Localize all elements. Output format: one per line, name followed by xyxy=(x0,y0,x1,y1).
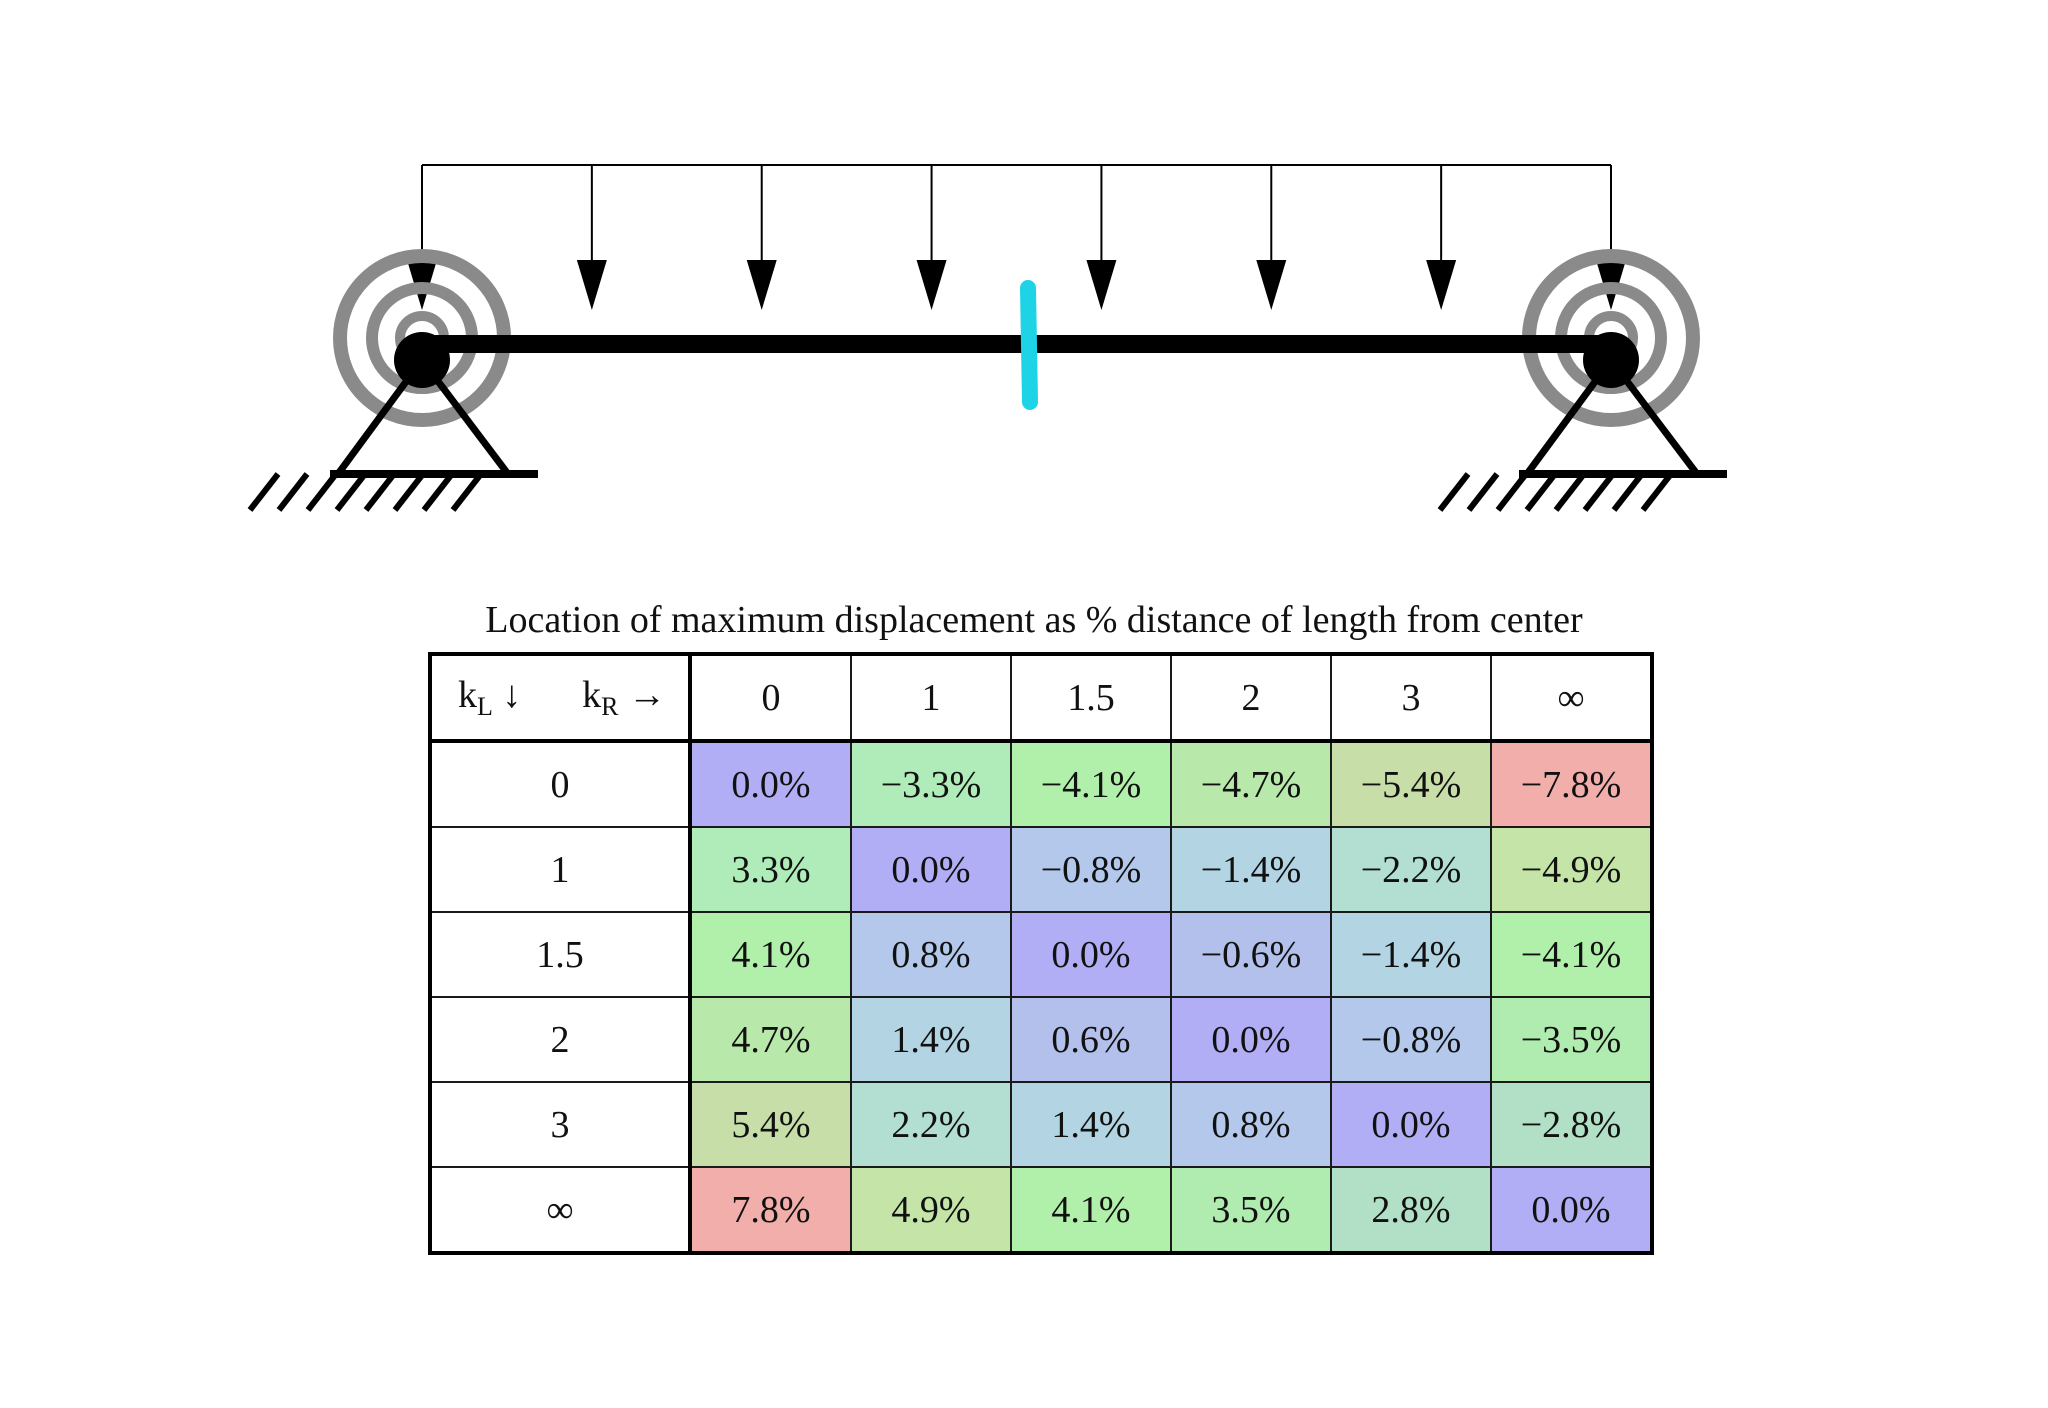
value-cell: 0.0% xyxy=(1170,996,1332,1083)
value-cell: 0.8% xyxy=(1170,1081,1332,1168)
table-row: 1 3.3% 0.0% −0.8% −1.4% −2.2% −4.9% xyxy=(429,826,1653,913)
table-row: 1.5 4.1% 0.8% 0.0% −0.6% −1.4% −4.1% xyxy=(429,911,1653,998)
row-header: ∞ xyxy=(429,1166,692,1254)
value-cell: 3.5% xyxy=(1170,1166,1332,1254)
value-cell: −4.9% xyxy=(1490,826,1653,913)
table-row: 2 4.7% 1.4% 0.6% 0.0% −0.8% −3.5% xyxy=(429,996,1653,1083)
ground-hatch xyxy=(1611,472,1645,512)
value-cell: −7.8% xyxy=(1490,740,1653,828)
column-header: 1 xyxy=(850,653,1012,743)
value-cell: 0.0% xyxy=(1330,1081,1492,1168)
table-caption: Location of maximum displacement as % di… xyxy=(485,599,1583,641)
ground-hatch xyxy=(276,472,310,512)
beam-diagram xyxy=(247,164,1727,512)
ground-hatch xyxy=(334,472,368,512)
load-arrow-head xyxy=(576,260,607,310)
row-header: 2 xyxy=(429,996,692,1083)
table-row: 0 0.0% −3.3% −4.1% −4.7% −5.4% −7.8% xyxy=(429,740,1653,828)
value-cell: 1.4% xyxy=(1010,1081,1172,1168)
value-cell: 4.9% xyxy=(850,1166,1012,1254)
value-cell: 0.6% xyxy=(1010,996,1172,1083)
value-cell: 5.4% xyxy=(689,1081,852,1168)
column-header: 1.5 xyxy=(1010,653,1172,743)
ground-hatch xyxy=(363,472,397,512)
ground-hatch xyxy=(1640,472,1674,512)
value-cell: 7.8% xyxy=(689,1166,852,1254)
value-cell: −1.4% xyxy=(1170,826,1332,913)
load-arrow-head xyxy=(1256,260,1287,310)
ground-hatch xyxy=(392,472,426,512)
ground-hatch xyxy=(421,472,455,512)
row-header: 1 xyxy=(429,826,692,913)
ground-hatch xyxy=(1495,472,1529,512)
value-cell: 4.1% xyxy=(689,911,852,998)
value-cell: 4.7% xyxy=(689,996,852,1083)
value-cell: −3.3% xyxy=(850,740,1012,828)
value-cell: 1.4% xyxy=(850,996,1012,1083)
row-axis-label: kL ↓ xyxy=(458,674,522,721)
ground-hatch xyxy=(1553,472,1587,512)
value-cell: −5.4% xyxy=(1330,740,1492,828)
ground-hatch xyxy=(1524,472,1558,512)
table-row: ∞ 7.8% 4.9% 4.1% 3.5% 2.8% 0.0% xyxy=(429,1166,1653,1254)
load-arrow-head xyxy=(1426,260,1457,310)
left-pin-support xyxy=(247,332,538,512)
row-header: 1.5 xyxy=(429,911,692,998)
ground-hatch xyxy=(1582,472,1616,512)
midspan-marker xyxy=(1020,280,1038,410)
value-cell: −0.8% xyxy=(1010,826,1172,913)
value-cell: 0.0% xyxy=(1010,911,1172,998)
value-cell: 0.0% xyxy=(689,740,852,828)
load-arrow-head xyxy=(1086,260,1117,310)
value-cell: −0.6% xyxy=(1170,911,1332,998)
corner-cell: kL ↓ kR → xyxy=(429,653,692,743)
ground-hatch xyxy=(450,472,484,512)
value-cell: 0.0% xyxy=(1490,1166,1653,1254)
value-cell: 0.0% xyxy=(850,826,1012,913)
load-arrow-head xyxy=(746,260,777,310)
col-axis-label: kR → xyxy=(582,674,666,721)
value-cell: −0.8% xyxy=(1330,996,1492,1083)
header-row: kL ↓ kR → 0 1 1.5 2 3 ∞ xyxy=(429,653,1653,743)
value-cell: 2.8% xyxy=(1330,1166,1492,1254)
value-cell: −4.7% xyxy=(1170,740,1332,828)
load-arrow-head xyxy=(916,260,947,310)
ground-hatch xyxy=(1466,472,1500,512)
value-cell: −4.1% xyxy=(1010,740,1172,828)
value-cell: −3.5% xyxy=(1490,996,1653,1083)
ground-hatch xyxy=(305,472,339,512)
value-cell: 0.8% xyxy=(850,911,1012,998)
value-cell: −1.4% xyxy=(1330,911,1492,998)
column-header: 3 xyxy=(1330,653,1492,743)
column-header: ∞ xyxy=(1490,653,1653,743)
row-header: 3 xyxy=(429,1081,692,1168)
value-cell: −2.2% xyxy=(1330,826,1492,913)
column-header: 2 xyxy=(1170,653,1332,743)
table-row: 3 5.4% 2.2% 1.4% 0.8% 0.0% −2.8% xyxy=(429,1081,1653,1168)
displacement-table: kL ↓ kR → 0 1 1.5 2 3 ∞ 0 0.0% −3.3% −4.1% −4.7% −5.4… xyxy=(428,652,1654,1255)
value-cell: 2.2% xyxy=(850,1081,1012,1168)
value-cell: −4.1% xyxy=(1490,911,1653,998)
ground-hatch xyxy=(1437,472,1471,512)
value-cell: −2.8% xyxy=(1490,1081,1653,1168)
right-pin-support xyxy=(1437,332,1727,512)
ground-hatch xyxy=(247,472,281,512)
distributed-load-arrows xyxy=(407,165,1626,310)
value-cell: 3.3% xyxy=(689,826,852,913)
column-header: 0 xyxy=(689,653,852,743)
value-cell: 4.1% xyxy=(1010,1166,1172,1254)
row-header: 0 xyxy=(429,740,692,828)
